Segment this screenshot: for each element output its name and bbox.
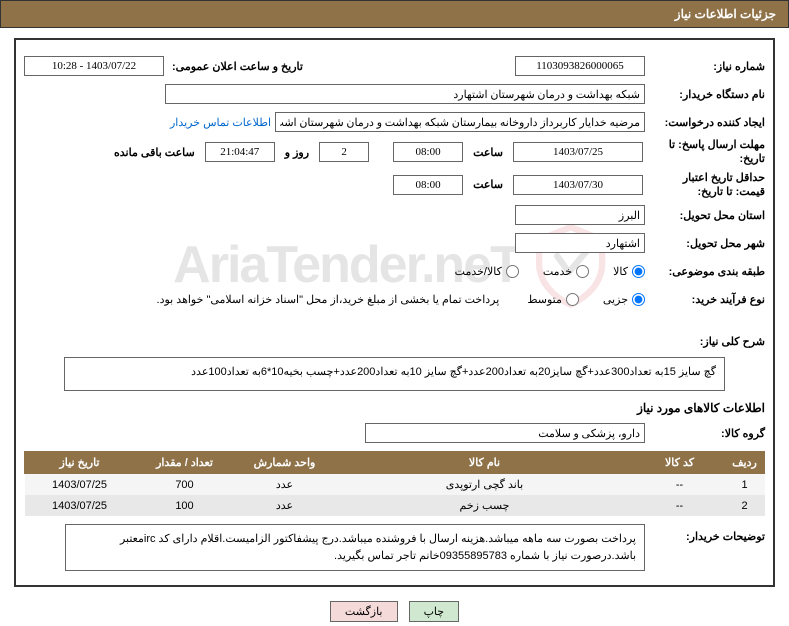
th-name: نام کالا [335,452,635,474]
label-general-desc: شرح کلی نیاز: [645,329,765,348]
radio-goods[interactable] [632,265,645,278]
time-left-field[interactable] [205,142,275,162]
cell-code: -- [635,495,725,516]
th-qty: تعداد / مقدار [135,452,235,474]
row-purchase-type: نوع فرآیند خرید: جزیی متوسط پرداخت تمام … [24,287,765,311]
cell-row: 1 [725,474,765,496]
treasury-note: پرداخت تمام یا بخشی از مبلغ خرید،از محل … [157,293,500,306]
cell-unit: عدد [235,495,335,516]
label-announce-date: تاریخ و ساعت اعلان عمومی: [164,60,311,73]
deliver-state-field[interactable] [515,205,645,225]
reply-date-field[interactable] [513,142,643,162]
row-buyer-notes: توضیحات خریدار: پرداخت بصورت سه ماهه میب… [24,516,765,575]
general-desc-box: گچ سایز 15به تعداد300عدد+گچ سایز20به تعد… [64,357,725,391]
label-requester: ایجاد کننده درخواست: [645,116,765,129]
th-unit: واحد شمارش [235,452,335,474]
th-code: کد کالا [635,452,725,474]
buyer-notes-box: پرداخت بصورت سه ماهه میباشد.هزینه ارسال … [65,524,645,571]
cell-name: باند گچی ارتوپدی [335,474,635,496]
th-row: ردیف [725,452,765,474]
print-button[interactable]: چاپ [409,601,460,622]
th-date: تاریخ نیاز [25,452,135,474]
row-deliver-city: شهر محل تحویل: [24,231,765,255]
row-need-number: شماره نیاز: تاریخ و ساعت اعلان عمومی: [24,54,765,78]
button-row: چاپ بازگشت [0,601,789,622]
radio-service-label: خدمت [543,265,572,278]
cell-date: 1403/07/25 [25,474,135,496]
label-buyer-notes: توضیحات خریدار: [645,516,765,543]
cell-name: چسب زخم [335,495,635,516]
items-section-title: اطلاعات کالاهای مورد نیاز [24,401,765,415]
label-hour-2: ساعت [465,178,511,191]
label-buyer-org: نام دستگاه خریدار: [645,88,765,101]
need-number-field[interactable] [515,56,645,76]
buyer-contact-link[interactable]: اطلاعات تماس خریدار [170,116,271,129]
goods-group-field[interactable] [365,423,645,443]
purchase-type-radios: جزیی متوسط [507,293,645,306]
radio-service[interactable] [576,265,589,278]
label-days-and: روز و [277,146,317,159]
price-valid-hour-field[interactable] [393,175,463,195]
cell-qty: 100 [135,495,235,516]
radio-medium[interactable] [566,293,579,306]
row-reply-deadline: مهلت ارسال پاسخ: تا تاریخ: ساعت روز و سا… [24,138,765,167]
form-panel: AriaTender.neT شماره نیاز: تاریخ و ساعت … [14,38,775,587]
days-left-field[interactable] [319,142,369,162]
label-deliver-city: شهر محل تحویل: [645,237,765,250]
cell-unit: عدد [235,474,335,496]
label-goods-group: گروه کالا: [645,427,765,440]
panel-title: جزئیات اطلاعات نیاز [675,7,776,21]
label-remaining: ساعت باقی مانده [106,146,203,159]
cell-date: 1403/07/25 [25,495,135,516]
items-table: ردیف کد کالا نام کالا واحد شمارش تعداد /… [24,451,765,516]
table-row: 2 -- چسب زخم عدد 100 1403/07/25 [25,495,765,516]
row-goods-group: گروه کالا: [24,421,765,445]
announce-date-field[interactable] [24,56,164,76]
cell-qty: 700 [135,474,235,496]
classification-radios: کالا خدمت کالا/خدمت [435,265,645,278]
buyer-org-field[interactable] [165,84,645,104]
row-buyer-org: نام دستگاه خریدار: [24,82,765,106]
label-price-validity: حداقل تاریخ اعتبار قیمت: تا تاریخ: [645,171,765,200]
label-need-number: شماره نیاز: [645,60,765,73]
table-header-row: ردیف کد کالا نام کالا واحد شمارش تعداد /… [25,452,765,474]
reply-hour-field[interactable] [393,142,463,162]
panel-header: جزئیات اطلاعات نیاز [0,0,789,28]
requester-field[interactable] [275,112,645,132]
row-deliver-state: استان محل تحویل: [24,203,765,227]
label-purchase-type: نوع فرآیند خرید: [645,293,765,306]
row-price-validity: حداقل تاریخ اعتبار قیمت: تا تاریخ: ساعت [24,171,765,200]
cell-code: -- [635,474,725,496]
row-requester: ایجاد کننده درخواست: اطلاعات تماس خریدار [24,110,765,134]
cell-row: 2 [725,495,765,516]
row-general-desc: شرح کلی نیاز: [24,329,765,353]
label-hour-1: ساعت [465,146,511,159]
table-row: 1 -- باند گچی ارتوپدی عدد 700 1403/07/25 [25,474,765,496]
row-classification: طبقه بندی موضوعی: کالا خدمت کالا/خدمت [24,259,765,283]
radio-goods-label: کالا [613,265,628,278]
radio-both-label: کالا/خدمت [455,265,502,278]
radio-medium-label: متوسط [527,293,562,306]
label-deliver-state: استان محل تحویل: [645,209,765,222]
label-reply-deadline: مهلت ارسال پاسخ: تا تاریخ: [645,138,765,167]
deliver-city-field[interactable] [515,233,645,253]
radio-both[interactable] [506,265,519,278]
price-valid-date-field[interactable] [513,175,643,195]
radio-minor[interactable] [632,293,645,306]
label-classification: طبقه بندی موضوعی: [645,265,765,278]
radio-minor-label: جزیی [603,293,628,306]
back-button[interactable]: بازگشت [330,601,398,622]
